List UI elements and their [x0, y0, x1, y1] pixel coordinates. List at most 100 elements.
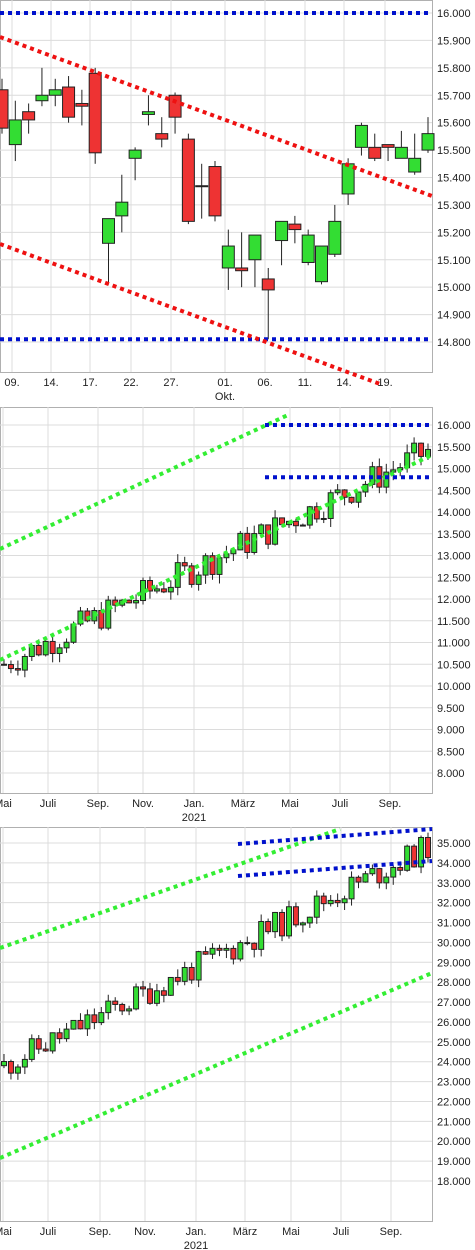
chart-panel-3: 35.000 34.000 33.000 32.000 31.000 30.000 29.0… — [0, 827, 471, 1250]
candle-down — [292, 906, 299, 926]
candle-up — [153, 588, 160, 592]
candle-up — [306, 506, 313, 526]
y-tick-label: 14.900 — [437, 310, 471, 322]
candle-down — [84, 610, 91, 622]
candle-down — [397, 866, 404, 871]
x-tick-label: Nov. — [132, 798, 154, 810]
candle-up — [115, 201, 129, 217]
candle-up — [285, 906, 292, 937]
x-tick-label: März — [231, 798, 255, 810]
candle-down — [146, 580, 153, 592]
y-axis: 16.000 15.500 15.000 14.500 14.000 13.500 13.0… — [437, 420, 471, 780]
y-tick-label: 9.000 — [437, 725, 465, 737]
candle-up — [299, 922, 306, 926]
candle-down — [230, 947, 237, 960]
y-tick-label: 11.000 — [437, 638, 470, 650]
y-tick-label: 27.000 — [437, 997, 471, 1009]
candle-up — [63, 1028, 70, 1040]
y-tick-label: 12.000 — [437, 594, 471, 606]
candle-up — [306, 916, 313, 924]
candle-down — [355, 876, 362, 883]
candle-up — [141, 111, 155, 115]
candle-up — [327, 899, 334, 905]
y-tick-label: 15.000 — [437, 282, 471, 294]
candle-up — [418, 836, 425, 868]
candle-up — [102, 218, 115, 244]
candle-down — [188, 565, 195, 585]
candles — [1, 832, 431, 1080]
x-sublabel: 2021 — [182, 812, 206, 824]
candle-down — [146, 988, 153, 1004]
candle-up — [63, 641, 70, 649]
y-tick-label: 15.100 — [437, 255, 471, 267]
y-tick-label: 13.000 — [437, 551, 471, 563]
candle-down — [56, 1032, 63, 1040]
x-tick-label: Sep. — [87, 798, 110, 810]
plot-frame — [0, 0, 433, 373]
candle-up — [421, 133, 435, 151]
candle-up — [167, 976, 174, 996]
candles — [1, 437, 431, 678]
x-tick-label: 14. — [43, 377, 58, 389]
candle-up — [133, 600, 140, 604]
candle-down — [381, 144, 395, 148]
candle-up — [221, 245, 235, 269]
y-tick-label: 20.000 — [437, 1136, 471, 1148]
y-tick-label: 13.500 — [437, 529, 471, 541]
candle-up — [301, 234, 315, 263]
candle-up — [341, 163, 355, 195]
candle-down — [181, 138, 195, 222]
y-tick-label: 30.000 — [437, 937, 471, 949]
y-tick-label: 19.000 — [437, 1156, 471, 1168]
candle-up — [128, 149, 142, 159]
candle-down — [160, 588, 167, 593]
x-tick-label: 22. — [123, 377, 138, 389]
candle-down — [265, 921, 272, 933]
candle-down — [208, 166, 222, 217]
candles — [0, 67, 435, 340]
candle-up — [1, 1061, 7, 1067]
candle-up — [49, 1032, 56, 1052]
candle-up — [275, 220, 289, 242]
candle-up — [195, 951, 202, 981]
candle-up — [98, 1012, 105, 1024]
y-tick-label: 15.500 — [437, 145, 471, 157]
y-tick-label: 16.000 — [437, 420, 471, 432]
x-tick-label: Mai — [281, 798, 299, 810]
candle-down — [160, 990, 167, 996]
y-tick-label: 33.000 — [437, 878, 471, 890]
candle-down — [188, 966, 195, 981]
candle-up — [299, 524, 306, 527]
candle-up — [48, 89, 62, 96]
plot-frame — [0, 407, 433, 794]
y-tick-label: 28.000 — [437, 977, 471, 989]
candle-up — [237, 942, 244, 960]
y-tick-label: 35.000 — [437, 838, 471, 850]
y-tick-label: 10.000 — [437, 681, 471, 693]
downtrend-lower-line — [0, 242, 381, 386]
candle-up — [341, 898, 348, 904]
candle-down — [235, 267, 249, 272]
candle-up — [8, 119, 22, 146]
y-tick-label: 34.000 — [437, 858, 471, 870]
candle-up — [77, 610, 84, 625]
y-tick-label: 22.000 — [437, 1096, 471, 1108]
candle-down — [112, 1000, 119, 1005]
y-axis: 35.000 34.000 33.000 32.000 31.000 30.000 29.0… — [437, 838, 471, 1188]
candle-down — [91, 1014, 98, 1024]
y-tick-label: 10.500 — [437, 659, 471, 671]
candle-down — [22, 111, 36, 121]
y-tick-label: 15.500 — [437, 442, 471, 454]
candle-up — [272, 911, 279, 933]
candle-up — [84, 1014, 91, 1030]
y-tick-label: 21.000 — [437, 1116, 471, 1128]
candle-up — [315, 245, 328, 283]
x-axis: 09. 14. 17. 22. 27. 01. 06. 11. 14. 19. Okt. — [4, 377, 392, 403]
candle-down — [418, 442, 425, 457]
y-axis: 16.000 15.900 15.800 15.700 15.600 15.500 15.4… — [437, 8, 471, 349]
y-tick-label: 14.800 — [437, 337, 471, 349]
x-tick-label: 11. — [298, 377, 312, 389]
candle-down — [42, 1048, 49, 1052]
grid — [0, 407, 433, 794]
candle-down — [261, 278, 275, 291]
